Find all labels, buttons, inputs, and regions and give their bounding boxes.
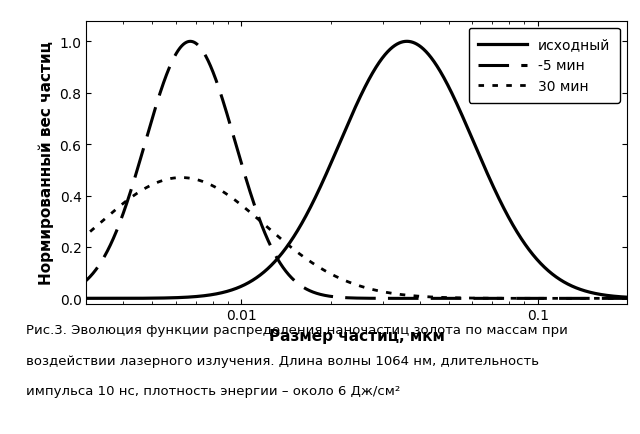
Text: Рис.3. Эволюция функции распределения наночастиц золота по массам при: Рис.3. Эволюция функции распределения на…	[26, 323, 568, 336]
Text: воздействии лазерного излучения. Длина волны 1064 нм, длительность: воздействии лазерного излучения. Длина в…	[26, 354, 539, 367]
X-axis label: Размер частиц, мкм: Размер частиц, мкм	[269, 328, 445, 343]
Text: импульса 10 нс, плотность энергии – около 6 Дж/см²: импульса 10 нс, плотность энергии – окол…	[26, 384, 400, 397]
Y-axis label: Нормированный вес частиц: Нормированный вес частиц	[38, 41, 54, 284]
Legend: исходный, -5 мин, 30 мин: исходный, -5 мин, 30 мин	[468, 29, 620, 104]
